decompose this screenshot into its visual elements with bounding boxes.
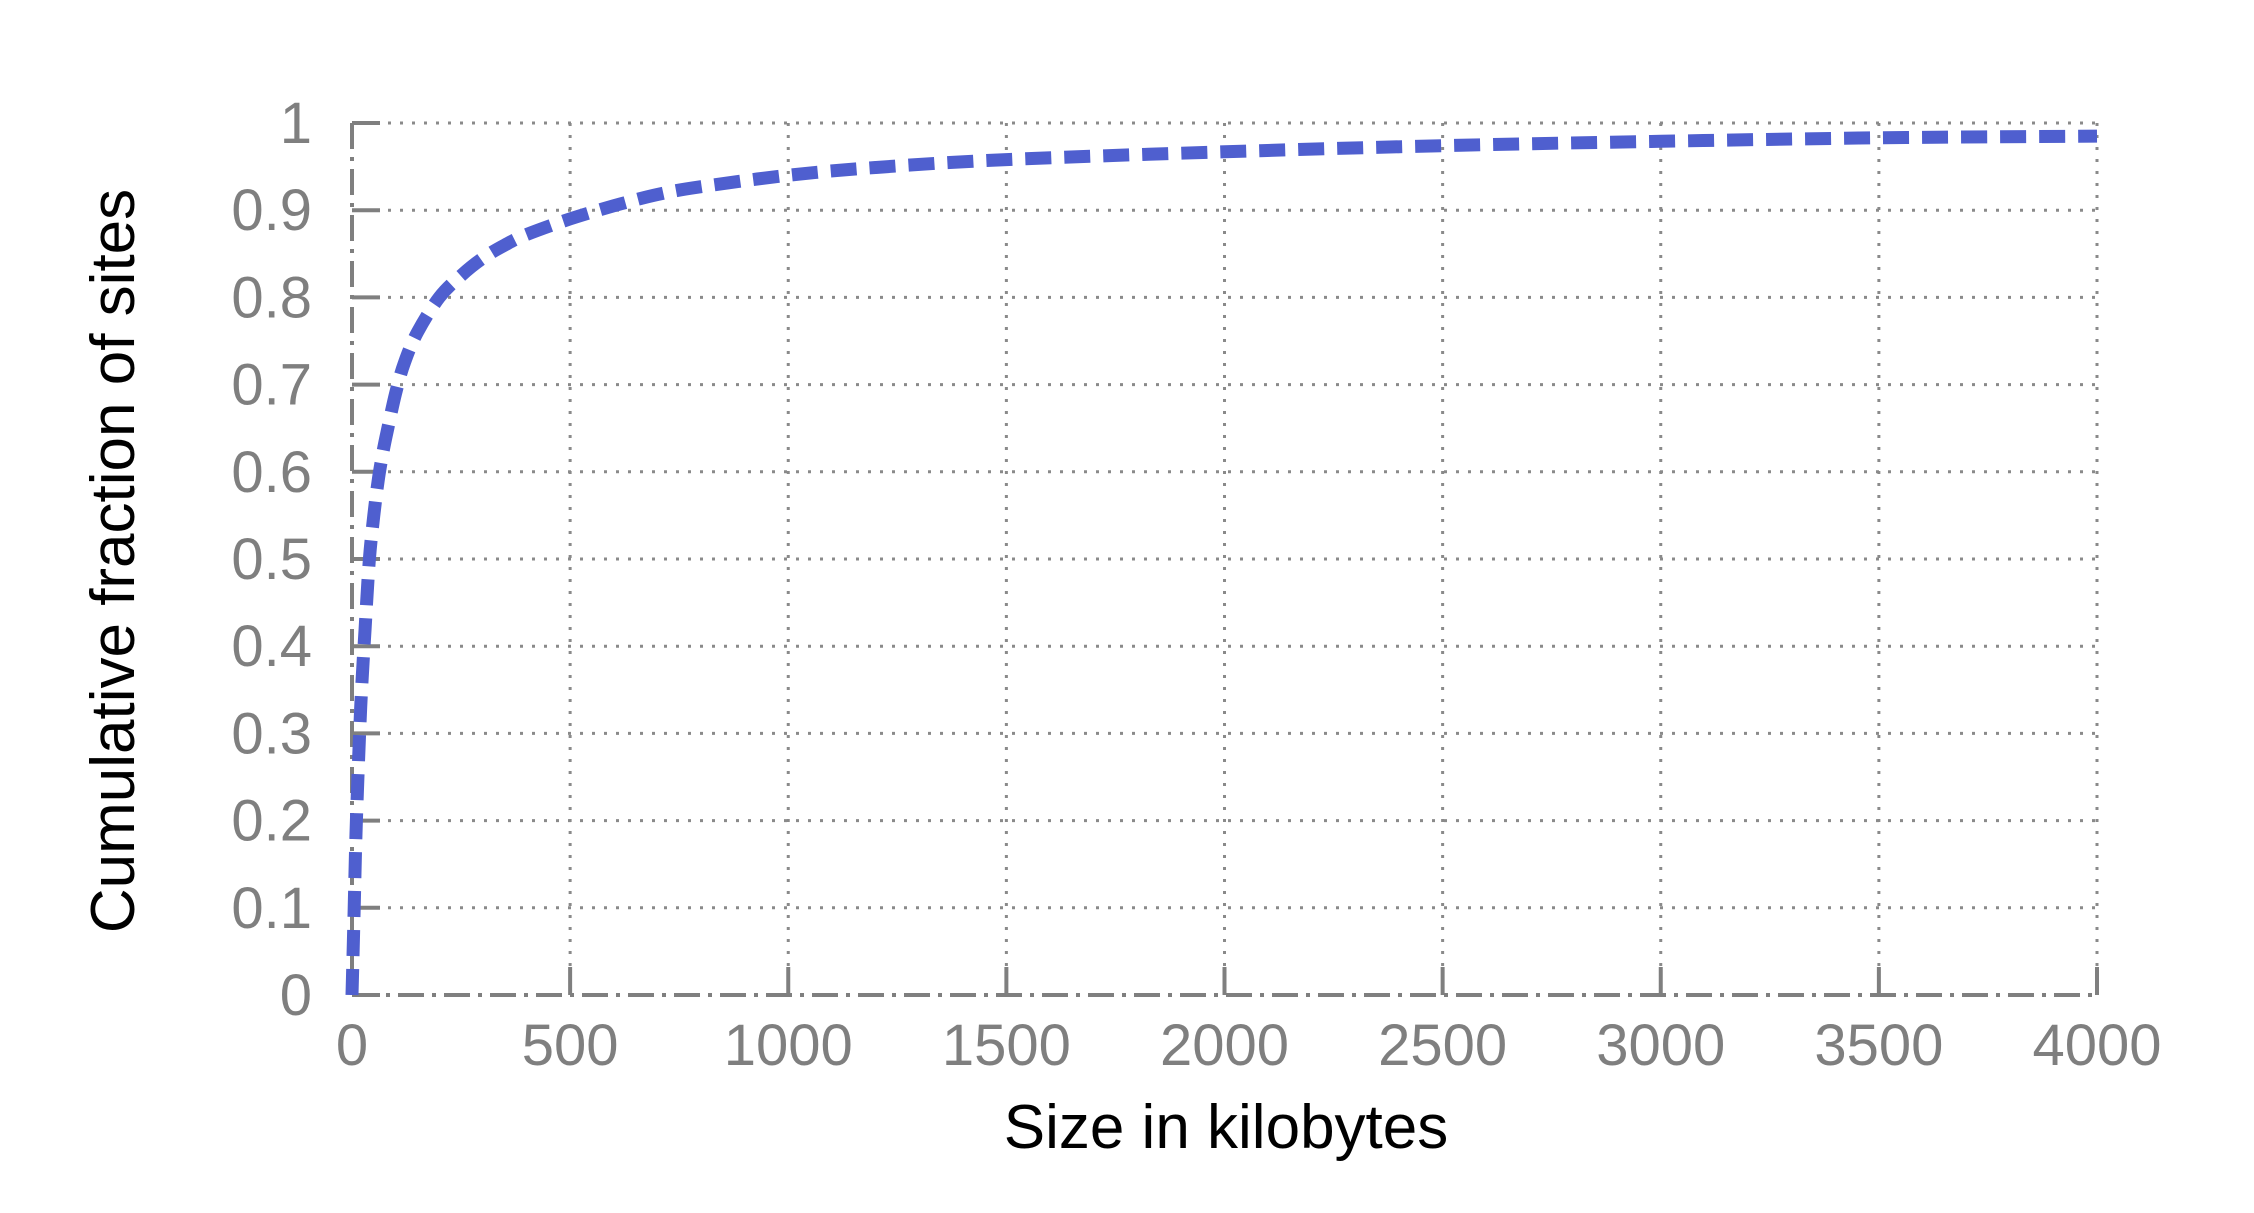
y-tick-label: 0.5 (231, 527, 312, 592)
series-group (345, 129, 2098, 996)
x-tick-label: 3000 (1596, 1013, 1725, 1078)
y-tick-label: 0.4 (231, 614, 312, 679)
axes (350, 121, 2099, 997)
x-tick-label: 2000 (1160, 1013, 1289, 1078)
y-tick-label: 0 (280, 963, 312, 1028)
series-line-0 (345, 129, 2098, 996)
x-tick-labels: 0 500 1000 1500 2000 2500 3000 3500 4000 (336, 1013, 2162, 1078)
x-tick-label: 4000 (2032, 1013, 2161, 1078)
y-tick-labels: 0 0.1 0.2 0.3 0.4 0.5 0.6 0.7 0.8 0.9 1 (231, 91, 312, 1028)
x-tick-label: 500 (522, 1013, 619, 1078)
grid (352, 121, 2099, 995)
y-tick-label: 0.1 (231, 876, 312, 941)
y-tick-label: 0.7 (231, 353, 312, 418)
x-tick-label: 0 (336, 1013, 368, 1078)
y-tick-label: 0.3 (231, 701, 312, 766)
x-tick-label: 2500 (1378, 1013, 1507, 1078)
y-tick-label: 0.9 (231, 178, 312, 243)
y-tick-label: 0.6 (231, 440, 312, 505)
x-tick-label: 1500 (942, 1013, 1071, 1078)
y-tick-label: 0.2 (231, 789, 312, 854)
x-axis-label: Size in kilobytes (1004, 1093, 1449, 1162)
y-tick-label: 1 (280, 91, 312, 156)
y-tick-label: 0.8 (231, 265, 312, 330)
x-tick-label: 1000 (724, 1013, 853, 1078)
y-axis-label: Cumulative fraction of sites (79, 189, 148, 933)
x-tick-label: 3500 (1814, 1013, 1943, 1078)
